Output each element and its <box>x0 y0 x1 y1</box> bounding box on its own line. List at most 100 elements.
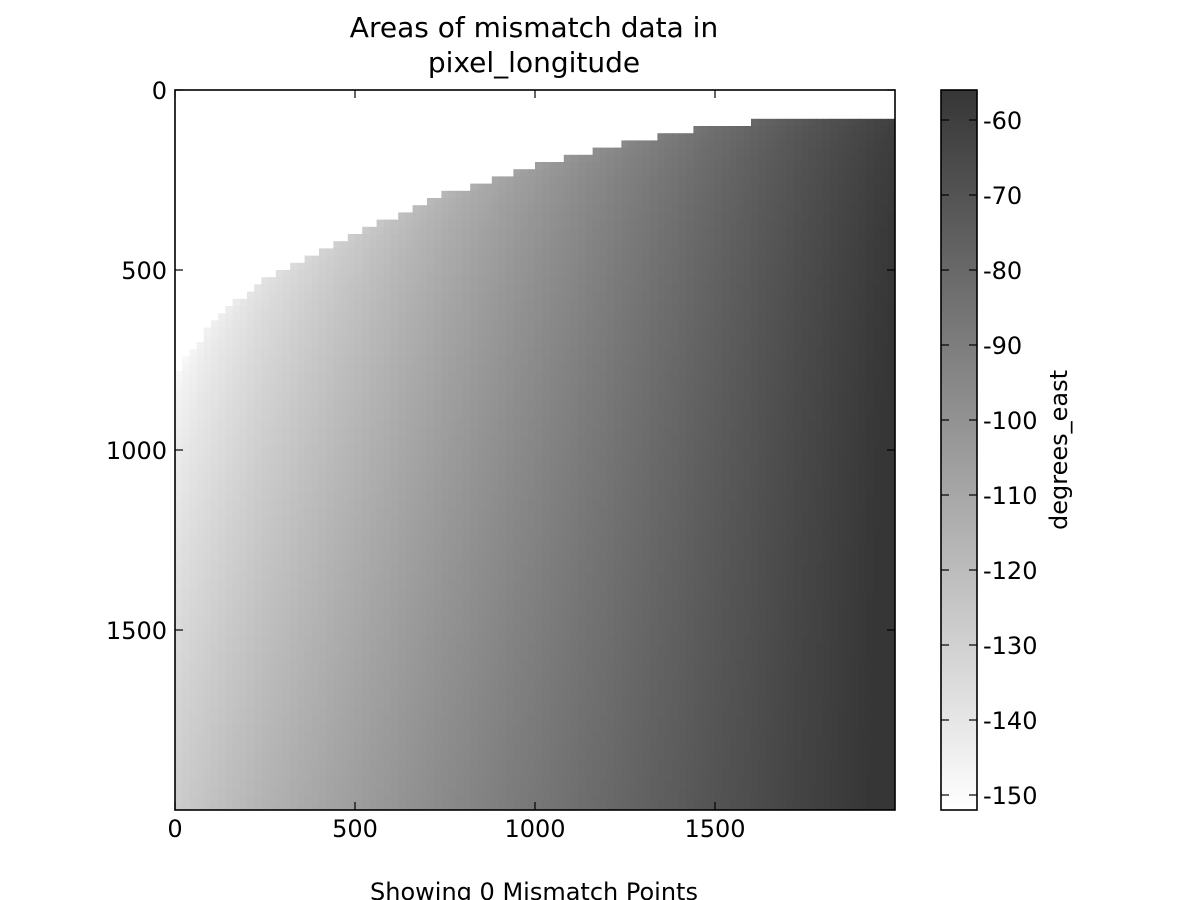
heatmap-cell <box>535 356 543 365</box>
heatmap-cell <box>218 320 226 329</box>
heatmap-cell <box>484 219 493 228</box>
heatmap-cell <box>333 435 342 444</box>
heatmap-cell <box>189 529 198 537</box>
heatmap-cell <box>463 558 471 566</box>
heatmap-cell <box>614 147 622 156</box>
heatmap-cell <box>527 450 536 458</box>
heatmap-cell <box>527 277 536 285</box>
heatmap-cell <box>499 320 507 329</box>
heatmap-cell <box>254 608 262 617</box>
heatmap-cell <box>196 637 205 645</box>
heatmap-cell <box>218 514 226 523</box>
heatmap-cell <box>211 759 219 768</box>
heatmap-cell <box>556 558 565 566</box>
heatmap-cell <box>319 471 327 480</box>
heatmap-cell <box>535 342 543 350</box>
heatmap-cell <box>499 536 507 545</box>
heatmap-cell <box>592 428 601 437</box>
heatmap-cell <box>283 702 291 710</box>
heatmap-cell <box>398 781 406 789</box>
heatmap-cell <box>196 709 205 717</box>
heatmap-cell <box>405 262 414 271</box>
heatmap-cell <box>297 774 306 782</box>
heatmap-cell <box>477 522 486 530</box>
heatmap-cell <box>484 752 493 761</box>
heatmap-cell <box>585 766 594 775</box>
heatmap-cell <box>326 486 334 494</box>
heatmap-cell <box>585 234 594 242</box>
heatmap-cell <box>347 572 356 581</box>
heatmap-cell <box>261 738 270 746</box>
heatmap-cell <box>232 450 241 458</box>
heatmap-cell <box>571 788 579 797</box>
heatmap-cell <box>203 723 212 732</box>
heatmap-cell <box>527 212 536 221</box>
heatmap-cell <box>333 680 342 689</box>
heatmap-cell <box>268 507 277 516</box>
heatmap-cell <box>290 680 298 689</box>
heatmap-cell <box>455 464 464 473</box>
heatmap-cell <box>196 745 205 753</box>
heatmap-cell <box>470 658 478 667</box>
heatmap-cell <box>549 486 558 494</box>
heatmap-cell <box>542 666 550 674</box>
heatmap-cell <box>268 716 277 725</box>
heatmap-cell <box>419 262 428 271</box>
heatmap-cell <box>455 291 464 300</box>
heatmap-cell <box>571 702 579 710</box>
heatmap-cell <box>477 493 486 501</box>
heatmap-cell <box>196 608 205 617</box>
heatmap-cell <box>527 666 536 674</box>
heatmap-cell <box>275 572 284 581</box>
heatmap-cell <box>347 248 356 257</box>
heatmap-cell <box>290 507 298 516</box>
heatmap-cell <box>383 478 392 487</box>
heatmap-cell <box>434 774 442 782</box>
heatmap-cell <box>268 637 277 645</box>
heatmap-cell <box>283 644 291 653</box>
heatmap-cell <box>362 385 370 393</box>
heatmap-cell <box>333 270 342 278</box>
heatmap-cell <box>542 262 550 271</box>
heatmap-cell <box>434 385 442 393</box>
heatmap-cell <box>499 709 507 717</box>
heatmap-cell <box>319 658 327 667</box>
heatmap-cell <box>542 558 550 566</box>
heatmap-cell <box>319 586 327 595</box>
heatmap-cell <box>275 270 284 278</box>
heatmap-cell <box>463 622 471 631</box>
heatmap-cell <box>470 486 478 494</box>
heatmap-cell <box>448 414 457 422</box>
heatmap-cell <box>247 414 255 422</box>
heatmap-cell <box>578 219 586 228</box>
heatmap-cell <box>319 262 327 271</box>
heatmap-cell <box>448 514 457 523</box>
heatmap-cell <box>225 342 234 350</box>
heatmap-cell <box>391 450 399 458</box>
heatmap-cell <box>268 666 277 674</box>
heatmap-cell <box>362 507 370 516</box>
heatmap-cell <box>268 529 277 537</box>
heatmap-cell <box>362 594 370 602</box>
heatmap-cell <box>614 500 622 509</box>
heatmap-cell <box>484 738 493 746</box>
heatmap-cell <box>405 630 414 638</box>
heatmap-cell <box>578 500 586 509</box>
heatmap-cell <box>542 630 550 638</box>
heatmap-cell <box>218 334 226 343</box>
heatmap-cell <box>340 702 349 710</box>
heatmap-cell <box>527 414 536 422</box>
heatmap-cell <box>513 802 522 810</box>
heatmap-cell <box>527 637 536 645</box>
heatmap-cell <box>419 759 428 768</box>
heatmap-cell <box>225 594 234 602</box>
heatmap-cell <box>326 392 334 401</box>
heatmap-cell <box>225 622 234 631</box>
heatmap-cell <box>527 370 536 379</box>
heatmap-cell <box>506 442 514 451</box>
heatmap-cell <box>535 694 543 703</box>
heatmap-cell <box>441 385 450 393</box>
heatmap-cell <box>247 428 255 437</box>
heatmap-cell <box>211 745 219 753</box>
heatmap-cell <box>304 702 313 710</box>
